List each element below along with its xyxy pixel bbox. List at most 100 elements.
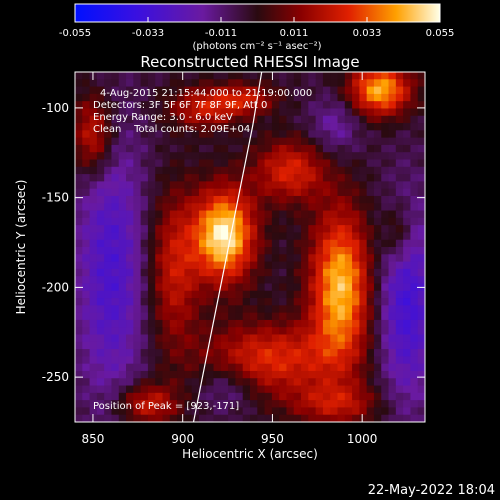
heatmap-cell — [140, 356, 149, 365]
heatmap-cell — [242, 247, 251, 255]
heatmap-cell — [191, 217, 200, 226]
heatmap-cell — [395, 239, 404, 248]
heatmap-cell — [257, 130, 265, 139]
heatmap-cell — [162, 378, 171, 386]
heatmap-cell — [228, 144, 236, 153]
heatmap-cell — [162, 144, 171, 153]
heatmap-cell — [235, 341, 244, 350]
heatmap-cell — [322, 370, 331, 379]
heatmap-cell — [279, 312, 287, 321]
heatmap-cell — [111, 341, 120, 350]
heatmap-cell — [89, 268, 98, 277]
heatmap-cell — [352, 108, 360, 117]
heatmap-cell — [250, 305, 258, 314]
heatmap-cell — [417, 341, 425, 350]
heatmap-cell — [403, 385, 411, 394]
heatmap-cell — [395, 290, 404, 299]
heatmap-cell — [96, 400, 105, 408]
heatmap-cell — [330, 327, 338, 335]
heatmap-cell — [235, 93, 244, 102]
heatmap-cell — [293, 195, 302, 204]
heatmap-cell — [184, 254, 193, 262]
colorbar-ticks: -0.055 -0.033 -0.011 0.011 0.033 0.055 — [59, 17, 454, 39]
heatmap-cell — [162, 261, 171, 270]
heatmap-cell — [96, 239, 105, 248]
heatmap-cell — [162, 203, 171, 211]
heatmap-cell — [220, 137, 229, 146]
heatmap-cell — [271, 137, 280, 146]
heatmap-cell — [213, 319, 222, 328]
heatmap-cell — [184, 137, 193, 146]
heatmap-cell — [388, 137, 397, 146]
heatmap-cell — [315, 276, 324, 284]
heatmap-cell — [198, 298, 207, 306]
heatmap-cell — [162, 349, 171, 357]
heatmap-cell — [417, 334, 425, 343]
heatmap-cell — [271, 370, 280, 379]
heatmap-cell — [82, 312, 90, 321]
heatmap-cell — [169, 72, 178, 80]
heatmap-cell — [220, 385, 229, 394]
heatmap-cell — [104, 254, 112, 262]
heatmap-cell — [308, 247, 317, 255]
heatmap-cell — [206, 414, 214, 422]
heatmap-cell — [206, 144, 214, 153]
heatmap-cell — [403, 210, 411, 219]
heatmap-cell — [177, 86, 185, 95]
heatmap-cell — [395, 319, 404, 328]
heatmap-cell — [337, 239, 346, 248]
heatmap-cell — [373, 341, 382, 350]
heatmap-cell — [96, 108, 105, 117]
heatmap-cell — [330, 93, 338, 102]
heatmap-cell — [366, 181, 375, 190]
heatmap-cell — [75, 261, 83, 270]
heatmap-cell — [293, 247, 302, 255]
heatmap-cell — [184, 101, 193, 109]
heatmap-cell — [198, 217, 207, 226]
heatmap-cell — [279, 414, 287, 422]
heatmap-cell — [257, 312, 265, 321]
heatmap-cell — [388, 108, 397, 117]
heatmap-cell — [257, 239, 265, 248]
heatmap-cell — [366, 370, 375, 379]
heatmap-cell — [184, 195, 193, 204]
heatmap-cell — [184, 239, 193, 248]
heatmap-cell — [395, 159, 404, 168]
heatmap-cell — [111, 210, 120, 219]
heatmap-cell — [410, 108, 419, 117]
heatmap-cell — [381, 370, 389, 379]
heatmap-cell — [322, 268, 331, 277]
heatmap-cell — [220, 400, 229, 408]
heatmap-cell — [308, 225, 317, 233]
heatmap-cell — [403, 305, 411, 314]
heatmap-cell — [286, 72, 295, 80]
heatmap-cell — [315, 268, 324, 277]
heatmap-cell — [147, 137, 156, 146]
heatmap-cell — [257, 400, 265, 408]
heatmap-cell — [403, 392, 411, 401]
heatmap-cell — [381, 378, 389, 386]
heatmap-cell — [140, 210, 149, 219]
heatmap-cell — [337, 283, 346, 292]
heatmap-cell — [330, 305, 338, 314]
heatmap-cell — [169, 414, 178, 422]
heatmap-cell — [322, 166, 331, 175]
heatmap-cell — [264, 254, 273, 262]
heatmap-cell — [417, 210, 425, 219]
heatmap-cell — [162, 130, 171, 139]
heatmap-cell — [198, 86, 207, 95]
heatmap-cell — [250, 181, 258, 190]
heatmap-cell — [206, 327, 214, 335]
heatmap-cell — [126, 356, 134, 365]
heatmap-cell — [301, 86, 309, 95]
heatmap-cell — [417, 137, 425, 146]
heatmap-cell — [301, 363, 309, 372]
heatmap-cell — [82, 276, 90, 284]
heatmap-cell — [403, 115, 411, 124]
heatmap-cell — [395, 334, 404, 343]
heatmap-cell — [96, 86, 105, 95]
heatmap-cell — [213, 392, 222, 401]
heatmap-cell — [359, 101, 368, 109]
heatmap-cell — [410, 152, 419, 160]
heatmap-cell — [111, 152, 120, 160]
